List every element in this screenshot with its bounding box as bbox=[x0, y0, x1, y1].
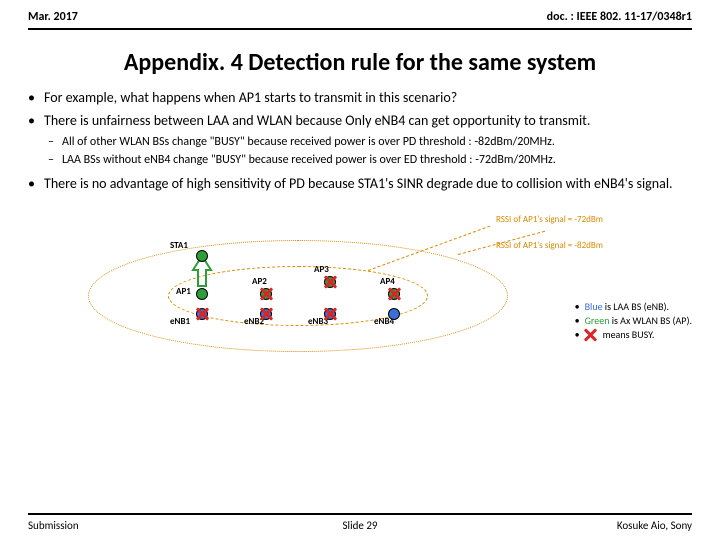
sta1-label: STA1 bbox=[170, 240, 188, 251]
diagram: RSSI of AP1's signal = -72dBm RSSI of AP… bbox=[28, 206, 692, 346]
footer-rule bbox=[28, 513, 692, 515]
legend-busy: means BUSY. bbox=[575, 328, 692, 342]
ap2-node bbox=[260, 288, 272, 300]
bullet-3: There is no advantage of high sensitivit… bbox=[28, 175, 692, 192]
enb3-node bbox=[324, 308, 336, 320]
bullet-2b: LAA BSs without eNB4 change "BUSY" becau… bbox=[28, 153, 692, 167]
bullet-1: For example, what happens when AP1 start… bbox=[28, 89, 692, 106]
enb4-node bbox=[388, 308, 400, 320]
ap4-node bbox=[388, 288, 400, 300]
legend-green-rest: is Ax WLAN BS (AP). bbox=[609, 314, 692, 327]
legend: Blue is LAA BS (eNB). Green is Ax WLAN B… bbox=[575, 300, 692, 342]
enb1-node bbox=[196, 308, 208, 320]
rssi-82-label: RSSI of AP1's signal = -82dBm bbox=[496, 240, 603, 251]
header-right: doc. : IEEE 802. 11-17/0348r1 bbox=[547, 10, 692, 24]
footer-right: Kosuke Aio, Sony bbox=[617, 519, 692, 532]
bullet-2a: All of other WLAN BSs change "BUSY" beca… bbox=[28, 135, 692, 149]
header-left: Mar. 2017 bbox=[28, 10, 78, 24]
ap3-node bbox=[324, 276, 336, 288]
legend-green: Green is Ax WLAN BS (AP). bbox=[575, 314, 692, 328]
ap3-label: AP3 bbox=[314, 264, 329, 275]
ap1-node bbox=[196, 288, 208, 300]
footer: Submission Slide 29 Kosuke Aio, Sony bbox=[0, 513, 720, 532]
page-title: Appendix. 4 Detection rule for the same … bbox=[0, 48, 720, 77]
footer-center: Slide 29 bbox=[343, 519, 378, 532]
sta1-node bbox=[196, 250, 208, 262]
enb1-label: eNB1 bbox=[170, 316, 190, 327]
legend-x-icon bbox=[583, 328, 597, 342]
header: Mar. 2017 doc. : IEEE 802. 11-17/0348r1 bbox=[0, 0, 720, 28]
bullet-list: For example, what happens when AP1 start… bbox=[0, 89, 720, 192]
ap1-label: AP1 bbox=[176, 286, 191, 297]
legend-green-word: Green bbox=[585, 314, 610, 327]
legend-busy-text: means BUSY. bbox=[603, 328, 655, 341]
rssi-72-label: RSSI of AP1's signal = -72dBm bbox=[496, 214, 603, 225]
ap2-label: AP2 bbox=[252, 276, 267, 287]
legend-blue-word: Blue bbox=[585, 300, 603, 313]
legend-blue: Blue is LAA BS (eNB). bbox=[575, 300, 692, 314]
bullet-2: There is unfairness between LAA and WLAN… bbox=[28, 112, 692, 129]
legend-blue-rest: is LAA BS (eNB). bbox=[603, 300, 670, 313]
footer-left: Submission bbox=[28, 519, 79, 532]
ap4-label: AP4 bbox=[380, 276, 395, 287]
header-rule bbox=[28, 28, 692, 30]
enb2-node bbox=[260, 308, 272, 320]
